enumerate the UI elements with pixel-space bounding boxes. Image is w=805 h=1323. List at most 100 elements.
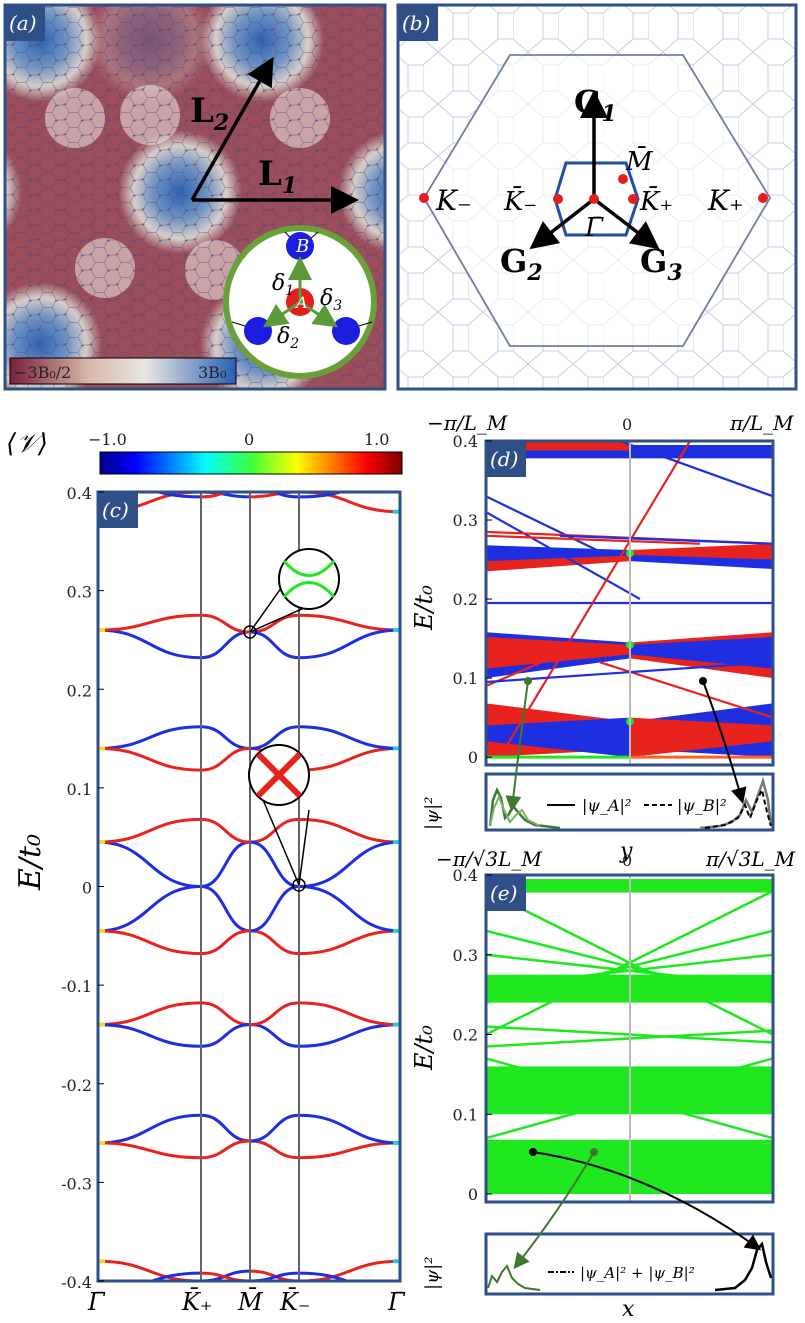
c-band-m0045-a-seg-3 <box>298 929 400 956</box>
c-ytick-label-5: -0.1 <box>61 977 92 996</box>
panel-e-ylabel: E/t₀ <box>410 1025 438 1071</box>
panel-c-tag-bg <box>98 492 138 528</box>
c-gamma-marker-left-4 <box>98 840 105 845</box>
d-legend-B: |ψ_B|² <box>677 796 727 815</box>
c-band-014-b-seg-3 <box>298 725 400 750</box>
e-legend-AB: |ψ_A|² + |ψ_B|² <box>580 1264 695 1282</box>
label-L2: L2 <box>190 91 229 136</box>
d-psiA-right <box>699 776 773 830</box>
d-top-tick-0: −π/L_M <box>427 411 508 435</box>
c-band-m026-hi-seg-1 <box>200 1139 251 1160</box>
e-ytick-label-4: 0 <box>468 1185 478 1204</box>
c-band-m0045-b-seg-3 <box>298 885 400 933</box>
label-delta2: δ2 <box>277 324 299 352</box>
label-delta1: δ1 <box>272 271 294 299</box>
e-top-tick-0: −π/√3L_M <box>436 847 542 871</box>
c-band-0045-b-seg-0 <box>98 817 202 844</box>
d-legend-A: |ψ_A|² <box>582 796 631 815</box>
colorbar-c-tick-zero: 0 <box>244 430 254 449</box>
c-band-m014-b-seg-3 <box>298 1001 400 1027</box>
label-Kbar-minus: K̄₋ <box>503 185 537 217</box>
c-band-041-seg-3 <box>298 492 347 499</box>
label-Gammabar: Γ̄ <box>584 213 604 243</box>
panel-b-tag: (b) <box>402 11 430 35</box>
vector-L2-arrow <box>190 56 274 201</box>
c-band-m0045-b-seg-2 <box>249 885 300 933</box>
c-band-014-a-seg-3 <box>298 746 400 772</box>
panel-e-yticks: 0.4 0.3 0.2 0.1 0 <box>453 866 492 1204</box>
zoom-inset-crossing <box>248 744 310 892</box>
c-ytick-label-2: 0.2 <box>67 681 92 700</box>
d-top-tick-1: 0 <box>622 415 632 434</box>
label-site-A: A <box>294 293 308 312</box>
Kbar-plus-point <box>628 194 638 204</box>
xtick-c-4: Γ̄ <box>387 1288 406 1316</box>
xtick-c-2: M̄ <box>237 1288 264 1316</box>
e-ytick-label-0: 0.4 <box>453 866 478 885</box>
c-gamma-marker-right-0 <box>393 628 400 633</box>
c-ytick-label-6: -0.2 <box>61 1076 92 1095</box>
panel-d: −π/L_M 0 π/L_M (d) 0.4 0.3 0.2 0.1 0 E/t₀ |ψ… <box>410 411 794 864</box>
c-band-041-seg-0 <box>152 492 202 499</box>
c-band-014-a-seg-0 <box>98 725 202 750</box>
xtick-c-1: K̄₊ <box>181 1288 213 1316</box>
c-ytick-label-4: 0 <box>82 879 92 898</box>
e-ytick-label-2: 0.2 <box>453 1026 478 1045</box>
label-K-minus: K₋ <box>435 184 472 217</box>
d-psiB-left <box>489 794 541 827</box>
panel-d-frame <box>484 439 775 767</box>
Mbar-point <box>618 174 628 184</box>
c-ytick-label-0: 0.4 <box>67 484 92 503</box>
panel-d-ylabel: E/t₀ <box>410 585 438 631</box>
panel-c-tag: (c) <box>102 498 129 522</box>
c-band-041-seg-1 <box>200 492 230 499</box>
panel-c-ylabel: E/t₀ <box>13 834 48 891</box>
d-edge-2 <box>486 511 641 601</box>
label-Mbar: M̄ <box>625 145 654 177</box>
panel-d-xlabel: y <box>619 839 633 864</box>
e-psi-right <box>714 1241 773 1292</box>
colorbar-c-label: ⟨𝒱⟩ <box>6 429 48 459</box>
c-band-0045-a-seg-2 <box>249 817 300 844</box>
panel-d-yticks: 0.4 0.3 0.2 0.1 0 <box>453 432 492 767</box>
c-gamma-marker-left-5 <box>98 928 105 933</box>
c-band-m0045-a-seg-0 <box>98 885 202 933</box>
c-band-m014-b-seg-2 <box>249 1001 300 1027</box>
label-K-plus: K₊ <box>707 184 744 217</box>
panel-b-tag-bg <box>398 5 438 41</box>
label-L1: L1 <box>258 154 297 199</box>
d-edge-6 <box>499 441 691 758</box>
e-top-tick-1: 0 <box>622 851 632 870</box>
c-band-m041-seg-3 <box>298 1271 352 1281</box>
panel-e-frame <box>484 873 775 1204</box>
c-gamma-marker-right-7 <box>393 1259 400 1264</box>
panel-e-tag: (e) <box>490 881 517 905</box>
c-band-m026-lo-seg-0 <box>98 1113 202 1145</box>
Kbar-minus-point <box>553 194 563 204</box>
d-ytick-label-0: 0.4 <box>453 432 478 451</box>
d-band-014-left-red <box>486 636 630 669</box>
c-gamma-marker-left-3 <box>98 1022 105 1027</box>
G3-arrow <box>592 197 660 250</box>
K-minus-point <box>419 193 429 203</box>
e-pointer-left <box>513 1151 595 1270</box>
e-ytick-label-3: 0.1 <box>453 1105 478 1124</box>
panel-b-frame <box>396 3 798 391</box>
label-site-B: B <box>295 236 309 257</box>
panel-c-yticks: 0.4 0.3 0.2 0.1 0 -0.1 -0.2 -0.3 -0.4 <box>61 484 104 1292</box>
c-gamma-marker-right-3 <box>393 1022 400 1027</box>
c-ytick-label-7: -0.3 <box>61 1174 92 1193</box>
panel-b: G1 G2 G3 K₋ K₊ K̄₋ K̄₊ M̄ Γ̄ <box>398 5 796 389</box>
c-band-026-lo-seg-0 <box>98 628 202 660</box>
panel-a-tag: (a) <box>9 11 37 35</box>
panel-e-psi-label: |ψ|² <box>422 1257 443 1290</box>
label-G1: G1 <box>574 83 617 127</box>
d-band-004-right-red <box>630 717 773 758</box>
c-band-041-seg-2 <box>270 492 300 499</box>
c-band-m014-b-seg-0 <box>98 1023 202 1048</box>
c-band-0045-a-seg-3 <box>298 817 400 844</box>
e-top-tick-2: π/√3L_M <box>705 847 796 871</box>
d-edge-4 <box>486 534 701 545</box>
site-B-dot <box>286 232 314 260</box>
d-ytick-label-3: 0.1 <box>453 669 478 688</box>
